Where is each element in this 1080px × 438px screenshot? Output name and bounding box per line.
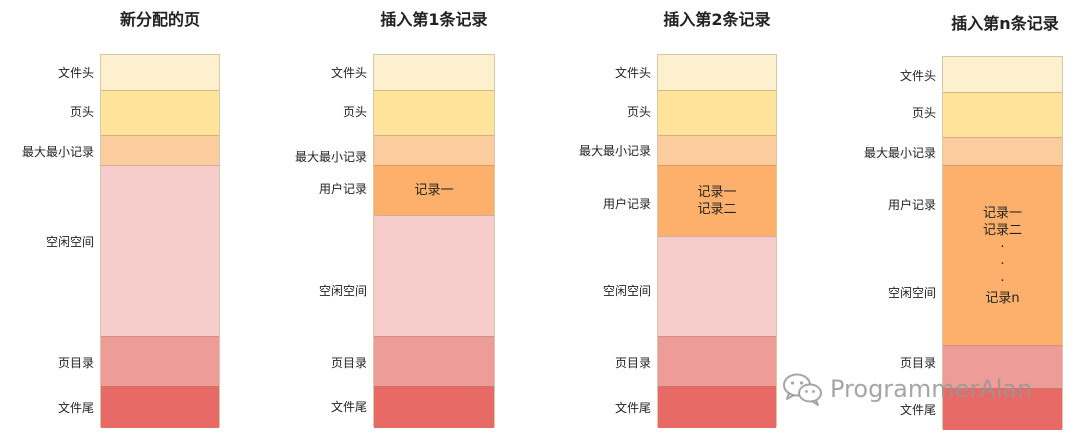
infimum-supremum-label: 最大最小记录 <box>294 150 367 164</box>
page-header-label: 页头 <box>911 106 936 120</box>
infimum-supremum-label: 最大最小记录 <box>863 146 936 160</box>
file-header-block <box>658 55 776 90</box>
file-trailer-block <box>943 388 1062 430</box>
infimum-supremum-label: 最大最小记录 <box>578 144 651 158</box>
infimum-supremum-block <box>374 135 494 165</box>
page-header-label: 页头 <box>626 105 651 119</box>
file-trailer-label: 文件尾 <box>330 400 367 414</box>
page-directory-block <box>943 345 1062 388</box>
page-directory-label: 页目录 <box>57 356 94 370</box>
free-space-label: 空闲空间 <box>45 235 94 249</box>
infimum-supremum-block <box>943 137 1062 165</box>
record-2: 记录二 <box>697 202 737 217</box>
user-records-label: 用户记录 <box>602 197 651 211</box>
record-list: 记录一 <box>414 182 453 199</box>
user-records-block: 记录一 <box>374 165 494 215</box>
page-directory-label: 页目录 <box>899 356 936 370</box>
file-header-block <box>943 57 1062 92</box>
user-records-label: 用户记录 <box>887 198 936 212</box>
file-trailer-block <box>658 386 776 428</box>
ellipsis-dot-3: · <box>1000 273 1005 289</box>
watermark: ProgrammerAlan <box>780 371 1032 407</box>
page-stack-new <box>100 54 220 428</box>
page-header-block <box>374 90 494 135</box>
record-1: 记录一 <box>697 185 737 200</box>
infimum-supremum-block <box>101 135 219 165</box>
wechat-icon <box>780 371 824 407</box>
file-header-label: 文件头 <box>330 66 367 80</box>
free-space-block <box>374 215 494 336</box>
free-space-block <box>101 165 219 336</box>
record-2: 记录二 <box>982 222 1022 238</box>
file-trailer-label: 文件尾 <box>899 403 936 417</box>
file-header-label: 文件头 <box>899 69 936 83</box>
file-header-block <box>374 55 494 90</box>
free-space-label: 空闲空间 <box>318 284 367 298</box>
infimum-supremum-label: 最大最小记录 <box>21 145 94 159</box>
file-header-block <box>101 55 219 90</box>
page-directory-block <box>374 336 494 386</box>
record-list: 记录一 记录二 <box>697 184 736 218</box>
column-3-title: 插入第2条记录 <box>663 10 771 29</box>
file-header-label: 文件头 <box>614 66 651 80</box>
page-stack-insert-n: 记录一 记录二 · · · 记录n <box>942 56 1063 430</box>
page-header-block <box>658 90 776 135</box>
column-1-title: 新分配的页 <box>119 10 200 29</box>
column-2-title: 插入第1条记录 <box>380 10 488 29</box>
ellipsis-dot-2: · <box>1000 256 1005 272</box>
page-stack-insert-2: 记录一 记录二 <box>657 54 777 428</box>
page-stack-insert-1: 记录一 <box>373 54 495 428</box>
page-header-block <box>943 92 1062 137</box>
page-directory-label: 页目录 <box>614 356 651 370</box>
user-records-block: 记录一 记录二 · · · 记录n <box>943 165 1062 345</box>
user-records-block: 记录一 记录二 <box>658 165 776 236</box>
record-list: 记录一 记录二 · · · 记录n <box>983 205 1022 307</box>
page-directory-block <box>101 336 219 386</box>
user-records-label: 用户记录 <box>318 182 367 196</box>
file-trailer-label: 文件尾 <box>614 401 651 415</box>
file-trailer-block <box>374 386 494 428</box>
page-header-label: 页头 <box>69 105 94 119</box>
column-4-title: 插入第n条记录 <box>951 14 1059 33</box>
infimum-supremum-block <box>658 135 776 165</box>
file-trailer-block <box>101 386 219 428</box>
record-1: 记录一 <box>414 183 454 198</box>
page-directory-block <box>658 336 776 386</box>
page-directory-label: 页目录 <box>330 356 367 370</box>
ellipsis-dot-1: · <box>1000 239 1005 255</box>
free-space-block <box>658 236 776 336</box>
watermark-text: ProgrammerAlan <box>830 375 1033 403</box>
file-trailer-label: 文件尾 <box>57 401 94 415</box>
free-space-label: 空闲空间 <box>887 286 936 300</box>
free-space-label: 空闲空间 <box>602 284 651 298</box>
page-header-block <box>101 90 219 135</box>
record-1: 记录一 <box>982 205 1022 221</box>
record-n: 记录n <box>985 290 1020 306</box>
page-header-label: 页头 <box>342 105 367 119</box>
file-header-label: 文件头 <box>57 66 94 80</box>
